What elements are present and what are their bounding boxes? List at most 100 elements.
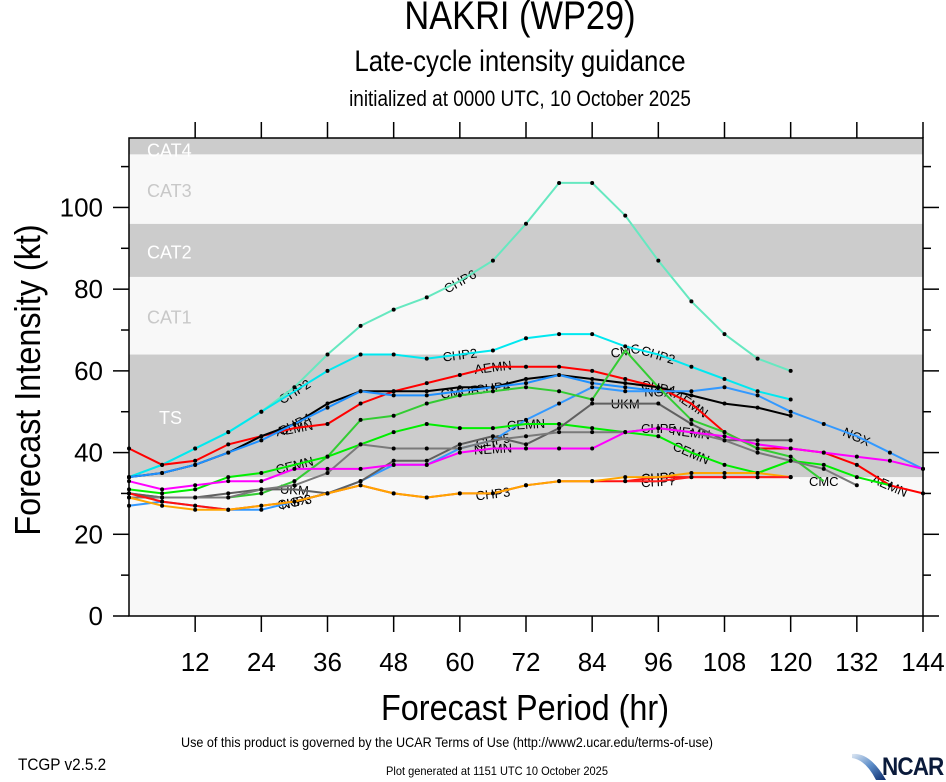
- data-point: [887, 483, 892, 488]
- data-point: [160, 499, 165, 504]
- y-tick-label: 100: [60, 192, 103, 222]
- x-tick-label: 108: [703, 647, 746, 677]
- data-point: [325, 471, 330, 476]
- data-point: [424, 389, 429, 394]
- data-point: [457, 446, 462, 451]
- data-point: [722, 385, 727, 390]
- data-point: [557, 364, 562, 369]
- data-point: [424, 356, 429, 361]
- data-point: [722, 332, 727, 337]
- data-point: [325, 466, 330, 471]
- series-cmop: [127, 372, 661, 480]
- data-point: [656, 401, 661, 406]
- data-point: [788, 413, 793, 418]
- data-point: [325, 368, 330, 373]
- data-point: [391, 389, 396, 394]
- data-point: [887, 450, 892, 455]
- data-point: [259, 438, 264, 443]
- data-point: [325, 491, 330, 496]
- data-point: [424, 393, 429, 398]
- data-point: [623, 213, 628, 218]
- data-point: [358, 352, 363, 357]
- x-tick-label: 132: [835, 647, 878, 677]
- data-point: [854, 462, 859, 467]
- data-point: [490, 426, 495, 431]
- data-point: [226, 450, 231, 455]
- data-point: [788, 458, 793, 463]
- data-point: [557, 372, 562, 377]
- data-point: [457, 393, 462, 398]
- data-point: [259, 479, 264, 484]
- axes: 12 24 36 48 60 72 84 96 108 120 132 144 0 20 40 60 80 100: [60, 122, 945, 677]
- data-point: [424, 295, 429, 300]
- data-point: [722, 377, 727, 382]
- data-point: [755, 356, 760, 361]
- data-point: [590, 430, 595, 435]
- data-point: [160, 503, 165, 508]
- data-point: [391, 352, 396, 357]
- data-point: [259, 487, 264, 492]
- data-point: [259, 503, 264, 508]
- data-point: [821, 466, 826, 471]
- data-point: [656, 258, 661, 263]
- data-point: [557, 180, 562, 185]
- data-point: [524, 377, 528, 382]
- ncar-swoosh-icon: [852, 753, 886, 780]
- data-point: [788, 368, 793, 373]
- data-point: [623, 344, 628, 349]
- band-label-cat3: CAT3: [147, 181, 192, 201]
- x-tick-label: 120: [769, 647, 812, 677]
- data-point: [457, 491, 462, 496]
- data-point: [490, 385, 495, 390]
- data-point: [193, 507, 198, 512]
- data-point: [524, 417, 528, 422]
- data-point: [722, 475, 727, 480]
- data-point: [358, 389, 363, 394]
- data-point: [590, 446, 595, 451]
- series-line-chp7: [625, 476, 791, 483]
- data-point: [391, 462, 396, 467]
- init-time: initialized at 0000 UTC, 10 October 2025: [349, 86, 691, 111]
- data-point: [424, 495, 429, 500]
- data-point: [226, 507, 231, 512]
- x-tick-label: 144: [901, 647, 944, 677]
- data-point: [424, 446, 429, 451]
- data-point: [722, 430, 727, 435]
- data-point: [292, 421, 297, 426]
- data-point: [259, 471, 264, 476]
- terms-of-use: Use of this product is governed by the U…: [181, 734, 713, 750]
- series-chp9: [127, 471, 793, 512]
- data-point: [821, 421, 826, 426]
- data-point: [788, 397, 793, 402]
- data-point: [259, 491, 264, 496]
- data-point: [325, 421, 330, 426]
- x-tick-label: 96: [644, 647, 673, 677]
- band-label-cat4: CAT4: [147, 140, 192, 160]
- band-label-cat1: CAT1: [147, 308, 192, 328]
- x-tick-label: 60: [445, 647, 474, 677]
- series-line-chp5: [129, 427, 858, 499]
- data-point: [524, 446, 528, 451]
- data-point: [193, 483, 198, 488]
- data-point: [623, 430, 628, 435]
- data-point: [524, 434, 528, 439]
- data-point: [325, 405, 330, 410]
- data-point: [656, 434, 661, 439]
- x-tick-label: 36: [313, 647, 342, 677]
- data-point: [755, 446, 760, 451]
- data-point: [854, 454, 859, 459]
- data-point: [755, 450, 760, 455]
- data-point: [292, 466, 297, 471]
- data-point: [755, 475, 760, 480]
- data-point: [424, 421, 429, 426]
- data-point: [358, 323, 363, 328]
- data-point: [623, 389, 628, 394]
- data-point: [160, 462, 165, 467]
- series-nemn: [127, 426, 925, 492]
- data-point: [590, 377, 595, 382]
- data-point: [391, 307, 396, 312]
- data-point: [226, 430, 231, 435]
- data-point: [457, 442, 462, 447]
- data-point: [524, 483, 528, 488]
